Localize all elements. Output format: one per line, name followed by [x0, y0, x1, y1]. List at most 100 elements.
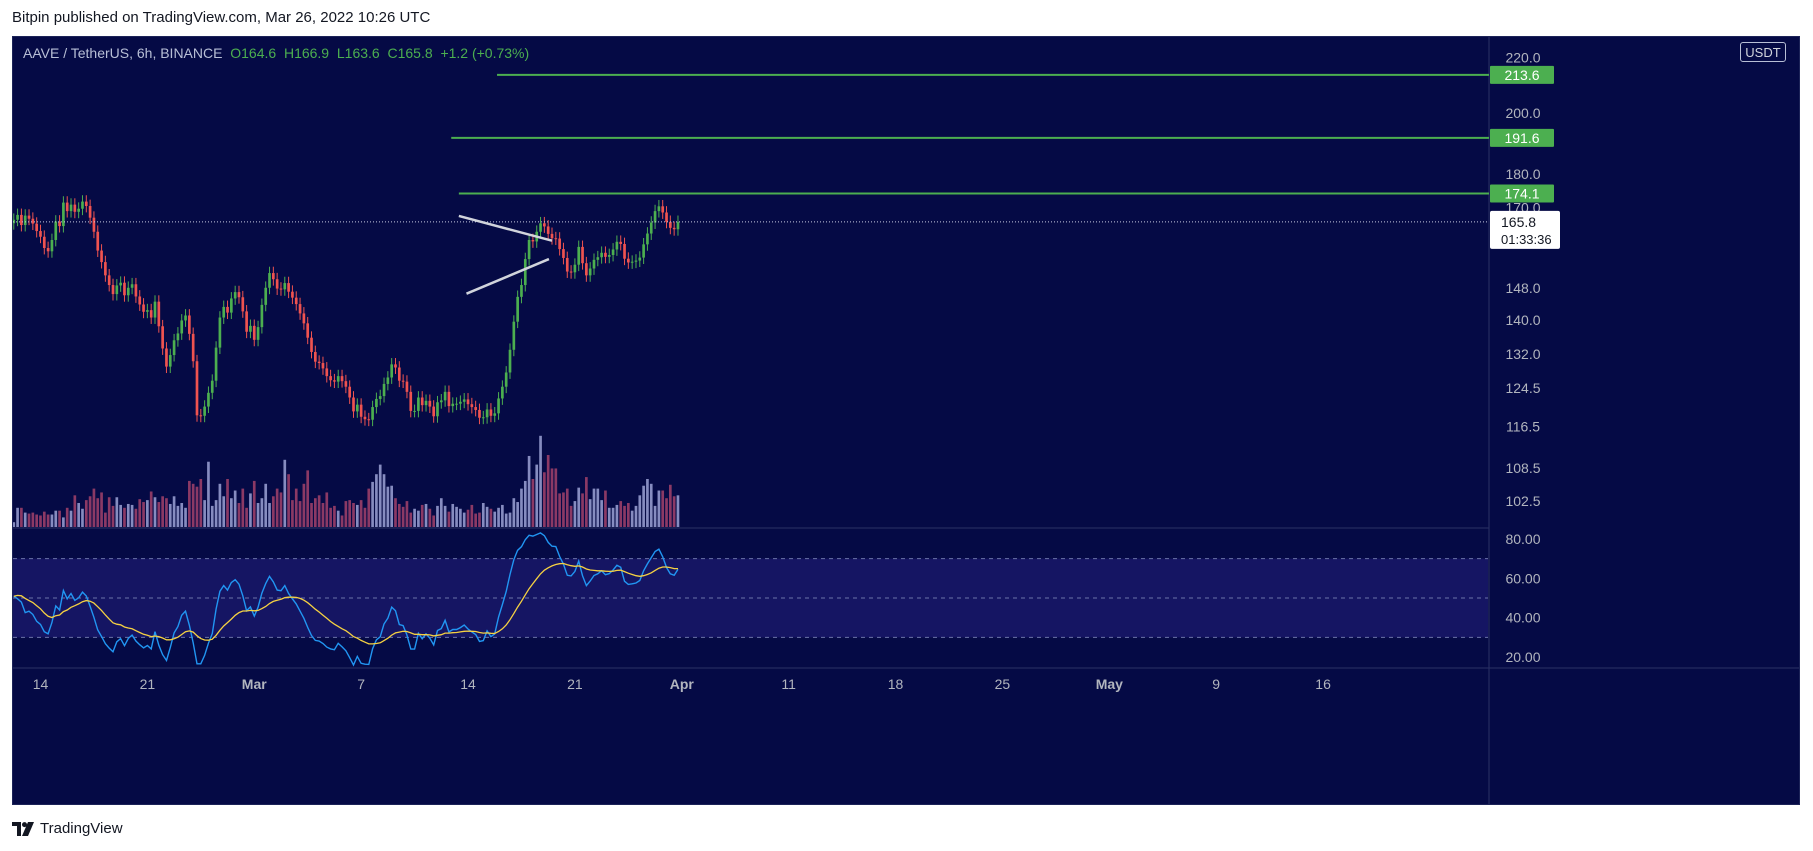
candle[interactable]: [210, 380, 214, 393]
candle[interactable]: [382, 383, 386, 397]
candle[interactable]: [329, 376, 332, 381]
candle[interactable]: [54, 221, 58, 240]
candle[interactable]: [550, 233, 554, 239]
candle[interactable]: [394, 364, 397, 368]
candle[interactable]: [375, 398, 378, 408]
candle[interactable]: [405, 381, 409, 392]
candle[interactable]: [543, 223, 546, 227]
candle[interactable]: [627, 258, 630, 263]
candle[interactable]: [588, 268, 592, 276]
candle[interactable]: [264, 287, 268, 305]
candle[interactable]: [115, 285, 119, 295]
candle[interactable]: [123, 282, 126, 296]
candle[interactable]: [630, 261, 634, 263]
candle[interactable]: [317, 361, 321, 364]
candle[interactable]: [646, 233, 649, 245]
candle[interactable]: [214, 347, 218, 381]
candle[interactable]: [523, 259, 527, 286]
candle[interactable]: [600, 252, 603, 258]
candle[interactable]: [35, 223, 39, 232]
chart-canvas[interactable]: 220.0200.0180.0170.0160.0148.0140.0132.0…: [13, 37, 1799, 804]
candle[interactable]: [237, 292, 241, 298]
currency-button[interactable]: USDT: [1740, 42, 1786, 62]
candle[interactable]: [73, 204, 77, 212]
candle[interactable]: [272, 273, 275, 280]
candle[interactable]: [23, 215, 27, 226]
candle[interactable]: [443, 391, 447, 401]
candle[interactable]: [161, 326, 164, 349]
candle[interactable]: [653, 211, 657, 223]
candle[interactable]: [619, 241, 623, 244]
candle[interactable]: [504, 372, 508, 387]
candle[interactable]: [104, 262, 107, 276]
candle[interactable]: [676, 221, 680, 230]
candle[interactable]: [424, 400, 428, 406]
candle[interactable]: [291, 291, 294, 298]
candle[interactable]: [268, 273, 271, 288]
candle[interactable]: [390, 364, 394, 378]
candle[interactable]: [157, 301, 161, 327]
candle[interactable]: [420, 397, 424, 406]
triangle-pattern[interactable]: [458, 214, 553, 295]
candle[interactable]: [459, 401, 462, 404]
candle[interactable]: [485, 409, 489, 418]
candle[interactable]: [611, 249, 615, 255]
candle[interactable]: [657, 206, 661, 212]
candle[interactable]: [520, 285, 523, 297]
candle[interactable]: [226, 306, 229, 313]
candle[interactable]: [344, 381, 348, 387]
candle[interactable]: [359, 404, 363, 417]
candle[interactable]: [481, 417, 485, 419]
candle[interactable]: [367, 419, 371, 421]
candle[interactable]: [581, 246, 584, 264]
candle[interactable]: [558, 238, 561, 250]
candle[interactable]: [130, 284, 134, 288]
candle[interactable]: [283, 283, 287, 290]
candle[interactable]: [497, 398, 500, 414]
candle[interactable]: [252, 325, 256, 340]
triangle-lower-trendline[interactable]: [466, 257, 550, 295]
candle[interactable]: [184, 315, 187, 321]
candle[interactable]: [138, 296, 142, 305]
time-axis[interactable]: 14 21 Mar 7 14 21 Apr 11 18 25 May 9 16: [33, 676, 1331, 692]
horizontal-levels[interactable]: [13, 73, 1489, 223]
candle[interactable]: [432, 406, 436, 417]
candle[interactable]: [455, 403, 458, 405]
candle[interactable]: [615, 241, 619, 250]
candle[interactable]: [470, 404, 474, 408]
candle[interactable]: [92, 217, 96, 232]
candle[interactable]: [508, 349, 512, 373]
candle[interactable]: [298, 304, 302, 314]
candle[interactable]: [585, 263, 588, 276]
candle[interactable]: [436, 402, 439, 417]
candle[interactable]: [592, 259, 596, 269]
candle[interactable]: [149, 310, 153, 318]
candle[interactable]: [31, 218, 35, 224]
candle[interactable]: [539, 223, 542, 232]
candle[interactable]: [562, 249, 565, 258]
candle[interactable]: [203, 406, 206, 416]
candle[interactable]: [39, 231, 42, 237]
candle[interactable]: [42, 236, 46, 248]
candle[interactable]: [661, 206, 665, 213]
candle[interactable]: [546, 226, 550, 234]
candle[interactable]: [180, 320, 184, 334]
candle[interactable]: [172, 340, 176, 356]
candle[interactable]: [310, 337, 313, 352]
candle[interactable]: [649, 222, 653, 234]
candle[interactable]: [107, 275, 111, 286]
candle[interactable]: [275, 279, 279, 289]
candle[interactable]: [531, 239, 535, 242]
candle[interactable]: [176, 333, 180, 341]
candle[interactable]: [287, 283, 290, 292]
candle[interactable]: [489, 409, 493, 416]
candle[interactable]: [397, 367, 401, 381]
candle[interactable]: [451, 403, 455, 407]
level-price-badge[interactable]: [1490, 65, 1554, 84]
candle[interactable]: [512, 321, 516, 350]
candle[interactable]: [188, 315, 191, 334]
candle[interactable]: [607, 254, 611, 257]
candle[interactable]: [142, 304, 145, 312]
candle[interactable]: [569, 271, 573, 273]
level-price-badge[interactable]: [1490, 184, 1554, 203]
